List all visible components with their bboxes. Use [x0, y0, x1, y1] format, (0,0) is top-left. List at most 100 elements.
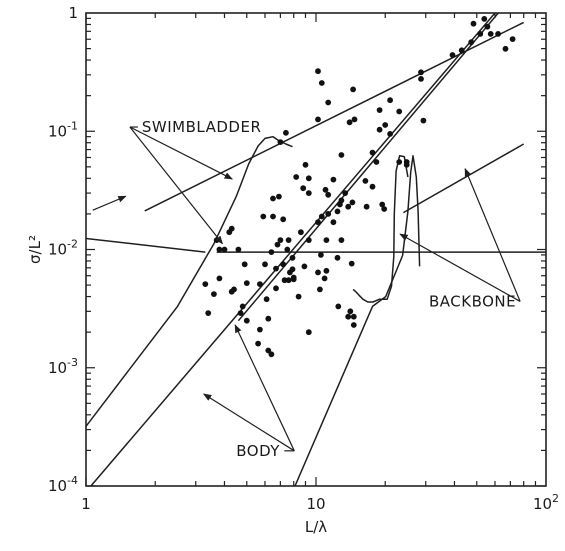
data-point: [349, 199, 356, 206]
body-curve: [237, 13, 499, 322]
data-point: [315, 116, 321, 123]
plot-border: [85, 12, 547, 487]
data-point: [216, 275, 223, 282]
data-point: [317, 286, 323, 293]
data-point: [295, 293, 302, 300]
data-point: [347, 308, 354, 315]
data-point: [325, 191, 332, 198]
data-point: [387, 97, 393, 104]
data-point: [260, 213, 267, 220]
x-axis-title: L/λ: [305, 518, 327, 536]
swimbladder-label: SWIMBLADDER: [142, 118, 261, 136]
y-axis-title: σ/L²: [26, 235, 44, 264]
data-point: [376, 107, 383, 113]
data-point: [477, 31, 484, 37]
data-point: [305, 329, 312, 336]
y-tick-label: 10-1: [48, 119, 78, 140]
data-point: [202, 281, 209, 287]
data-point: [257, 326, 263, 333]
data-point: [373, 159, 380, 165]
annotations: SWIMBLADDER BACKBONE BODY: [92, 118, 521, 460]
body-curve: [90, 13, 496, 486]
data-point: [458, 47, 465, 54]
x-tick-label: 102: [533, 492, 559, 513]
data-point: [235, 246, 242, 253]
data-point: [205, 310, 212, 316]
data-point: [265, 315, 272, 322]
backbone-curve: [352, 155, 409, 303]
annotation-arrow: [464, 167, 521, 302]
data-point: [262, 261, 268, 268]
swimbladder-curve: [86, 237, 206, 253]
data-point: [484, 23, 491, 30]
data-point: [293, 174, 300, 180]
data-point: [318, 252, 324, 258]
data-point: [338, 237, 345, 244]
data-point: [509, 36, 516, 42]
data-point: [330, 219, 337, 226]
data-point: [305, 237, 312, 244]
data-point: [305, 175, 312, 182]
data-point: [396, 159, 403, 165]
data-point: [318, 213, 325, 220]
annotation-arrow: [399, 233, 521, 302]
data-point: [302, 161, 309, 168]
data-point: [315, 269, 321, 276]
data-point: [285, 277, 292, 284]
data-point: [273, 265, 279, 272]
data-point: [418, 69, 424, 76]
data-point: [211, 291, 217, 297]
body-label: BODY: [236, 442, 280, 460]
body-curve: [294, 155, 421, 486]
data-point: [381, 206, 388, 212]
data-point: [345, 313, 352, 320]
data-point: [382, 122, 389, 128]
data-point: [338, 152, 345, 158]
data-point: [362, 178, 369, 184]
x-tick-label: 1: [81, 495, 91, 513]
data-point: [270, 195, 276, 202]
data-point: [268, 351, 275, 358]
annotation-arrow: [92, 195, 127, 211]
data-point: [281, 277, 288, 284]
data-point: [346, 119, 353, 126]
annotation-arrow: [203, 393, 295, 452]
data-point: [315, 219, 321, 226]
data-point: [376, 126, 383, 133]
data-point: [369, 149, 376, 156]
data-point: [350, 322, 357, 328]
data-point: [221, 246, 228, 253]
data-point: [387, 131, 393, 137]
y-tick-label: 10-3: [48, 356, 78, 377]
data-point: [350, 313, 357, 320]
data-point: [274, 241, 281, 248]
data-point: [363, 203, 370, 210]
data-point: [342, 190, 349, 197]
data-point: [243, 317, 250, 324]
data-point: [228, 288, 235, 295]
y-tick-label: 10-4: [48, 474, 78, 495]
data-point: [273, 285, 279, 292]
data-point: [289, 254, 296, 261]
data-point: [255, 340, 261, 347]
data-point: [325, 211, 332, 217]
data-point: [237, 310, 244, 316]
data-point: [502, 45, 509, 52]
model-curves: [86, 13, 546, 486]
data-point: [280, 261, 287, 268]
data-point: [276, 193, 282, 200]
data-point: [301, 263, 308, 270]
data-point: [468, 39, 475, 46]
data-point: [305, 190, 312, 197]
data-point: [268, 249, 275, 256]
data-point: [449, 52, 456, 58]
data-point: [351, 116, 358, 123]
axis-ticks: [85, 13, 546, 487]
y-tick-label: 10-2: [48, 238, 78, 259]
data-point: [379, 201, 386, 208]
data-point: [239, 303, 246, 310]
swimbladder-curve: [86, 135, 293, 427]
data-point: [284, 246, 291, 253]
data-point: [322, 186, 329, 193]
